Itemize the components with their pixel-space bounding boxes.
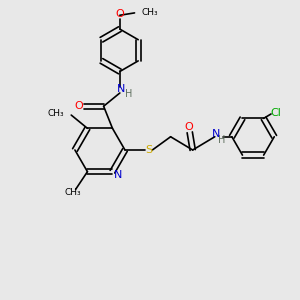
Text: CH₃: CH₃: [64, 188, 81, 197]
Text: N: N: [212, 129, 220, 139]
Text: O: O: [184, 122, 193, 132]
Text: CH₃: CH₃: [47, 109, 64, 118]
Text: H: H: [125, 89, 132, 100]
Text: Cl: Cl: [270, 107, 281, 118]
Text: CH₃: CH₃: [141, 8, 158, 17]
Text: S: S: [145, 145, 152, 155]
Text: N: N: [117, 85, 125, 94]
Text: O: O: [116, 9, 124, 19]
Text: N: N: [114, 169, 122, 180]
Text: O: O: [75, 101, 84, 111]
Text: H: H: [218, 135, 225, 145]
